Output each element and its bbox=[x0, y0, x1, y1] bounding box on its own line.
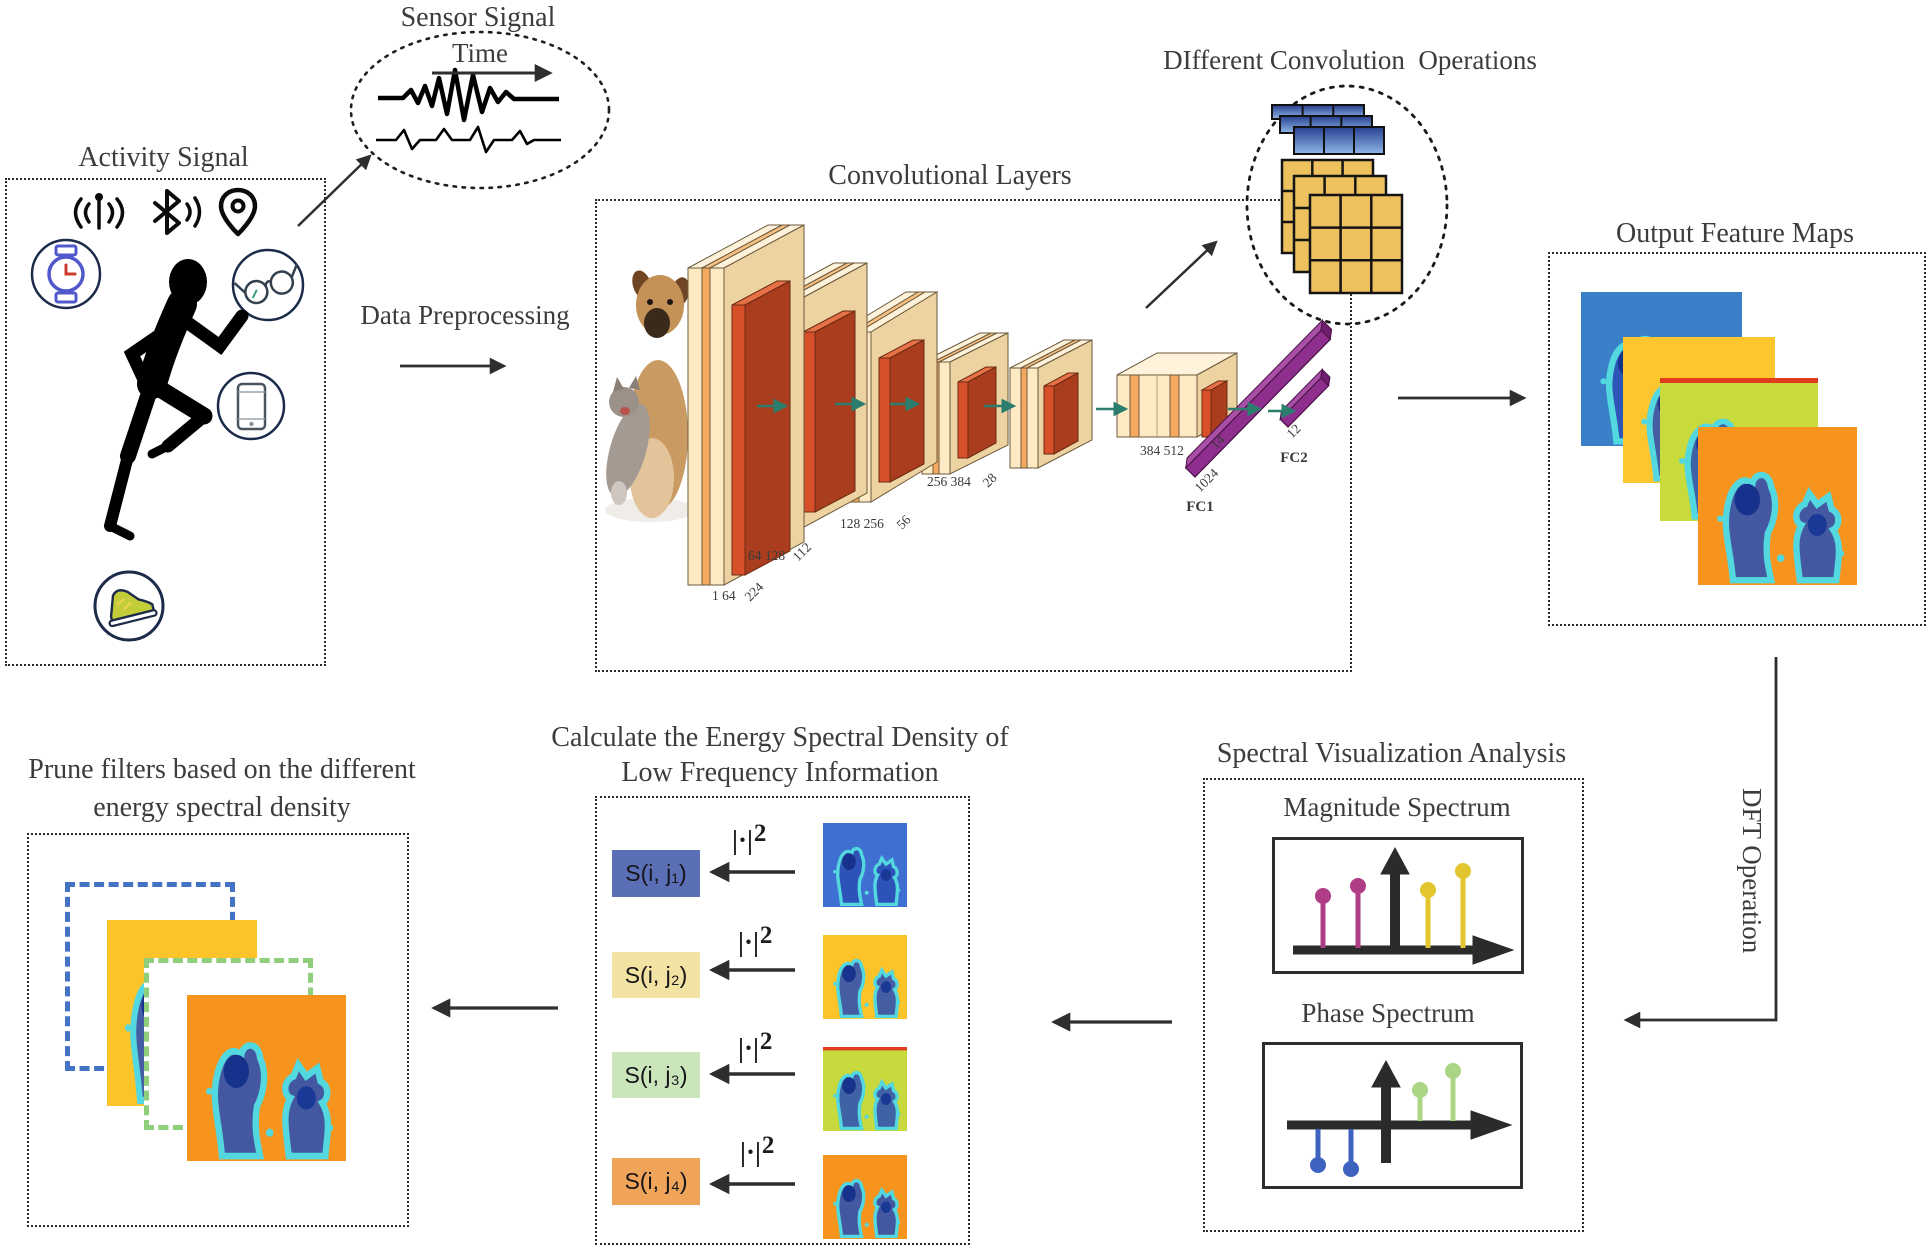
activity-signal-title: Activity Signal bbox=[78, 142, 249, 173]
esd-sbox-2: S(i, j₂) bbox=[612, 952, 700, 998]
conv-layers-title: Convolutional Layers bbox=[828, 160, 1072, 191]
output-feature-map-4 bbox=[1698, 427, 1857, 585]
stage2-channels: 64 128 bbox=[748, 548, 785, 563]
stage5-channels: 384 512 bbox=[1140, 443, 1184, 458]
kernel-stack-yellow bbox=[1280, 158, 1404, 295]
cnn-architecture: 1 64 224 64 128 112 128 256 56 256 384 2… bbox=[605, 224, 1333, 604]
antenna-icon bbox=[73, 193, 125, 230]
kernel-stack-blue bbox=[1271, 104, 1385, 155]
sensor-signal-title: Sensor Signal bbox=[400, 2, 556, 33]
output-feature-maps-box bbox=[1548, 252, 1926, 626]
spectral-analysis-box bbox=[1203, 778, 1584, 1232]
output-feature-map-3 bbox=[1660, 378, 1818, 521]
shoe-icon bbox=[93, 570, 165, 642]
esd-title-line1: Calculate the Energy Spectral Density of bbox=[551, 722, 1009, 753]
stage3-size: 56 bbox=[894, 512, 914, 532]
smartphone-icon bbox=[216, 371, 286, 441]
esd-box bbox=[595, 796, 970, 1245]
activity-signal-graphics bbox=[30, 187, 305, 642]
esd-title-line2: Low Frequency Information bbox=[621, 757, 939, 788]
esd-sbox-4: S(i, j₄) bbox=[612, 1158, 700, 1205]
esd-thumb-1 bbox=[823, 823, 907, 907]
cnn-flow-arrows bbox=[757, 396, 1297, 419]
stage4-channels: 256 384 bbox=[927, 474, 971, 489]
esd-thumb-2 bbox=[823, 935, 907, 1019]
phase-spectrum-label: Phase Spectrum bbox=[1301, 998, 1475, 1028]
esd-sbox-3: S(i, j₃) bbox=[612, 1052, 700, 1098]
phase-spectrum-plot bbox=[1262, 1042, 1523, 1189]
esd-sbox-1-label: S(i, j₁) bbox=[625, 860, 687, 886]
conv-ops-title: DIfferent Convolution Operations bbox=[1163, 45, 1537, 75]
esd-sbox-2-label: S(i, j₂) bbox=[624, 961, 688, 988]
time-label: Time bbox=[451, 38, 509, 68]
runner-icon bbox=[104, 259, 249, 541]
activity-signal-box bbox=[5, 178, 326, 666]
stage1-channels: 1 64 bbox=[712, 588, 736, 603]
esd-thumb-4 bbox=[823, 1155, 907, 1239]
magnitude-stems bbox=[1315, 863, 1471, 948]
sensor-waveform-1 bbox=[378, 67, 559, 123]
output-feature-maps-title: Output Feature Maps bbox=[1616, 218, 1854, 249]
conv-layers-box bbox=[595, 199, 1352, 672]
bluetooth-icon bbox=[153, 189, 202, 235]
sensor-waveform-2 bbox=[376, 125, 561, 154]
fc1-label: FC1 bbox=[1186, 499, 1214, 515]
stage4-size: 28 bbox=[980, 470, 1000, 490]
esd-sbox-4-label: S(i, j₄) bbox=[624, 1168, 688, 1194]
prune-title-line2: energy spectral density bbox=[93, 792, 351, 823]
dft-operation-label: DFT Operation bbox=[1737, 788, 1767, 954]
smartwatch-icon bbox=[30, 238, 102, 310]
esd-sbox-3-label: S(i, j₃) bbox=[624, 1061, 688, 1088]
prune-title-line1: Prune filters based on the different bbox=[28, 754, 416, 785]
magnitude-spectrum-plot bbox=[1272, 837, 1524, 974]
cnn-stage-1 bbox=[687, 224, 805, 586]
location-pin-icon bbox=[218, 187, 258, 237]
esd-sbox-1: S(i, j₁) bbox=[612, 850, 700, 897]
data-preprocessing-label: Data Preprocessing bbox=[360, 300, 570, 330]
cnn-stage-5 bbox=[1009, 339, 1093, 469]
esd-op-3: |·|2 bbox=[738, 1028, 773, 1063]
esd-op-2: |·|2 bbox=[738, 922, 773, 957]
sensor-signal-ellipse bbox=[349, 30, 611, 190]
fc2-label: FC2 bbox=[1280, 450, 1308, 466]
stage3-channels: 128 256 bbox=[840, 516, 884, 531]
glasses-icon bbox=[231, 248, 305, 322]
esd-op-1: |·|2 bbox=[732, 820, 767, 855]
prune-box bbox=[27, 833, 409, 1227]
input-image-cat-dog bbox=[605, 270, 695, 522]
conv-ops-circle bbox=[1245, 84, 1449, 326]
esd-thumb-3 bbox=[823, 1047, 907, 1131]
phase-stems bbox=[1310, 1063, 1461, 1177]
prune-feature-map-orange bbox=[187, 995, 346, 1161]
magnitude-spectrum-label: Magnitude Spectrum bbox=[1283, 792, 1511, 822]
cnn-stage-4 bbox=[921, 332, 1009, 475]
esd-op-4: |·|2 bbox=[740, 1132, 775, 1167]
spectral-analysis-title: Spectral Visualization Analysis bbox=[1216, 738, 1567, 769]
cnn-stage-6 bbox=[1116, 352, 1238, 438]
stage1-size: 224 bbox=[742, 579, 767, 604]
